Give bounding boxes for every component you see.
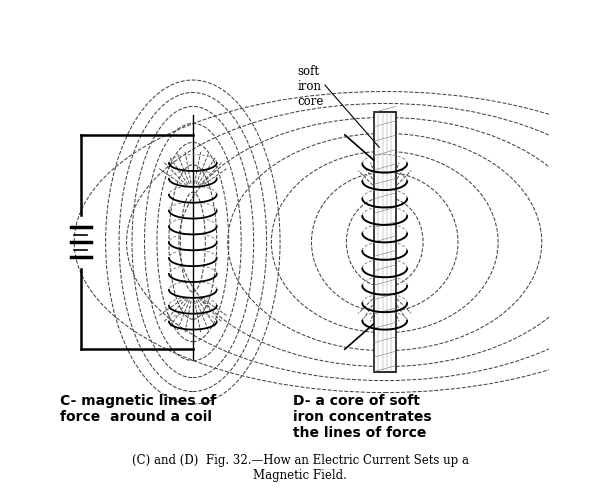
- Text: D- a core of soft
iron concentrates
the lines of force: D- a core of soft iron concentrates the …: [293, 394, 431, 440]
- Text: soft
iron
core: soft iron core: [298, 65, 324, 108]
- Bar: [374, 112, 396, 371]
- Text: (C) and (D)  Fig. 32.—How an Electric Current Sets up a
Magnetic Field.: (C) and (D) Fig. 32.—How an Electric Cur…: [131, 454, 469, 482]
- Text: C- magnetic lines of
force  around a coil: C- magnetic lines of force around a coil: [60, 394, 216, 424]
